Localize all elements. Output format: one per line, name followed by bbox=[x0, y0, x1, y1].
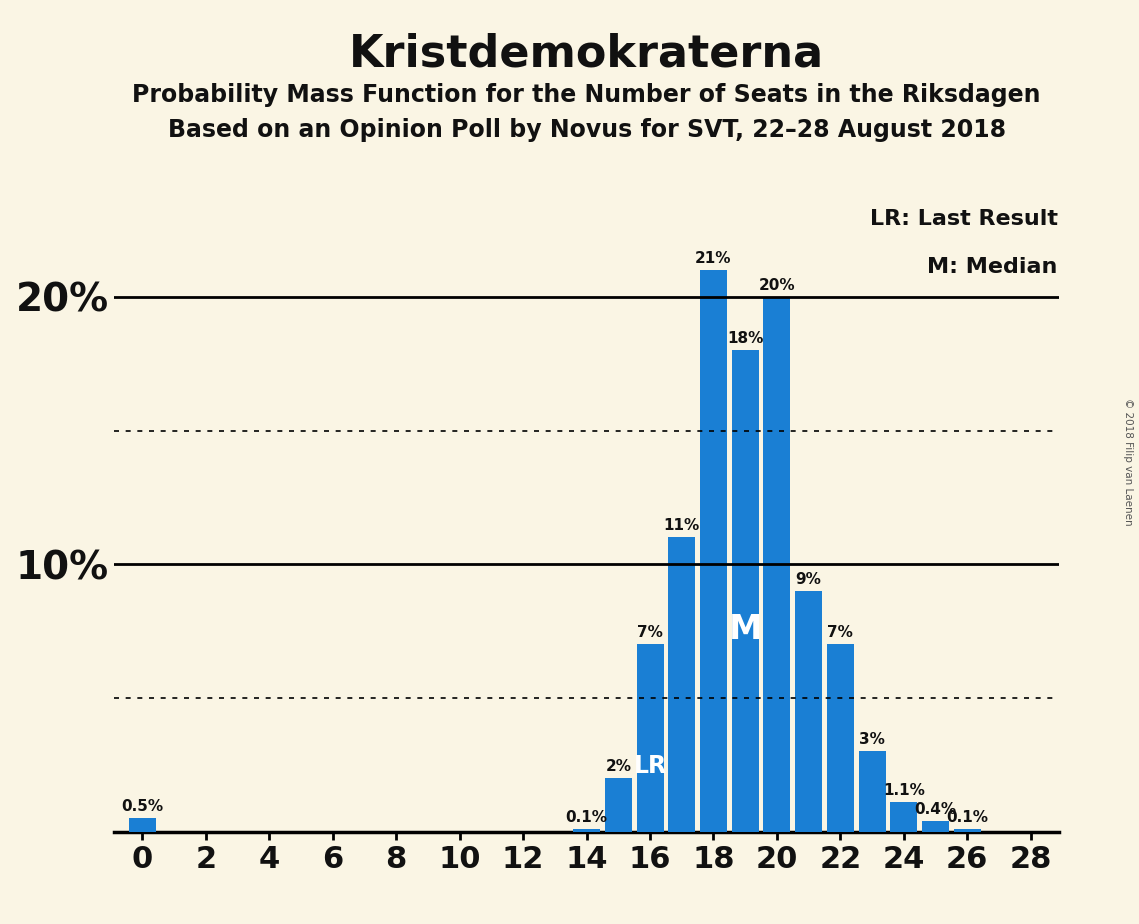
Bar bbox=[891, 802, 917, 832]
Bar bbox=[605, 778, 632, 832]
Bar bbox=[129, 819, 156, 832]
Bar bbox=[573, 829, 600, 832]
Text: 7%: 7% bbox=[827, 626, 853, 640]
Text: 9%: 9% bbox=[796, 572, 821, 587]
Bar bbox=[700, 270, 727, 832]
Text: 18%: 18% bbox=[727, 332, 763, 346]
Text: M: M bbox=[729, 613, 762, 646]
Bar bbox=[923, 821, 949, 832]
Bar bbox=[827, 644, 854, 832]
Text: M: Median: M: Median bbox=[927, 257, 1058, 277]
Text: Based on an Opinion Poll by Novus for SVT, 22–28 August 2018: Based on an Opinion Poll by Novus for SV… bbox=[167, 118, 1006, 142]
Text: Kristdemokraterna: Kristdemokraterna bbox=[349, 32, 825, 76]
Text: 0.1%: 0.1% bbox=[566, 810, 607, 825]
Bar bbox=[731, 350, 759, 832]
Text: LR: LR bbox=[633, 754, 666, 778]
Text: 0.4%: 0.4% bbox=[915, 802, 957, 817]
Text: 0.1%: 0.1% bbox=[947, 810, 989, 825]
Text: 20%: 20% bbox=[759, 278, 795, 293]
Bar bbox=[953, 829, 981, 832]
Text: 0.5%: 0.5% bbox=[122, 799, 164, 814]
Bar bbox=[669, 538, 695, 832]
Text: 2%: 2% bbox=[605, 760, 631, 774]
Text: 1.1%: 1.1% bbox=[883, 784, 925, 798]
Bar bbox=[795, 591, 822, 832]
Bar bbox=[859, 751, 886, 832]
Text: 11%: 11% bbox=[664, 518, 699, 533]
Text: Probability Mass Function for the Number of Seats in the Riksdagen: Probability Mass Function for the Number… bbox=[132, 83, 1041, 107]
Bar bbox=[637, 644, 664, 832]
Bar bbox=[763, 297, 790, 832]
Text: 7%: 7% bbox=[637, 626, 663, 640]
Text: LR: Last Result: LR: Last Result bbox=[870, 209, 1058, 228]
Text: © 2018 Filip van Laenen: © 2018 Filip van Laenen bbox=[1123, 398, 1133, 526]
Text: 21%: 21% bbox=[695, 251, 731, 266]
Text: 3%: 3% bbox=[859, 733, 885, 748]
